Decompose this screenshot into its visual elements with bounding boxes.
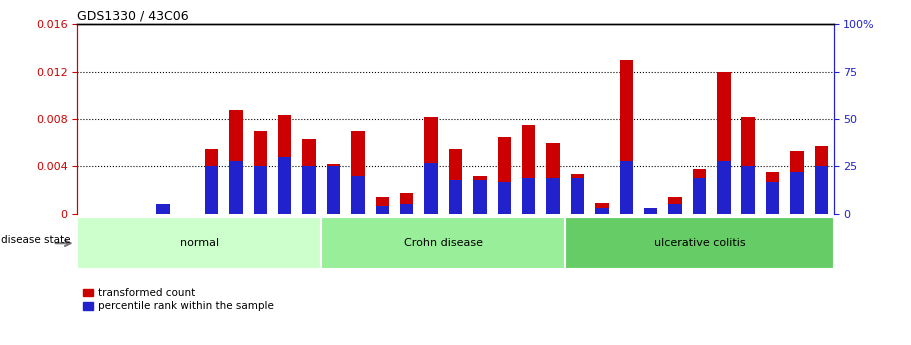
Bar xyxy=(717,71,731,214)
Bar xyxy=(644,208,658,214)
Bar xyxy=(742,117,755,214)
Text: disease state: disease state xyxy=(1,235,70,245)
Bar xyxy=(352,131,364,214)
Bar xyxy=(352,176,364,214)
Bar xyxy=(790,172,804,214)
Bar xyxy=(400,193,414,214)
Bar xyxy=(156,210,169,214)
Bar xyxy=(230,109,242,214)
Bar xyxy=(497,181,511,214)
Bar xyxy=(766,172,779,214)
Text: Crohn disease: Crohn disease xyxy=(404,238,483,248)
Bar xyxy=(692,169,706,214)
Text: ulcerative colitis: ulcerative colitis xyxy=(653,238,745,248)
Bar xyxy=(327,167,340,214)
Bar xyxy=(449,149,462,214)
Bar xyxy=(302,139,316,214)
Bar xyxy=(595,208,609,214)
Bar xyxy=(205,149,219,214)
Bar xyxy=(669,204,681,214)
Bar xyxy=(253,167,267,214)
Bar xyxy=(77,217,322,269)
Bar xyxy=(619,60,633,214)
Bar xyxy=(565,217,834,269)
Bar xyxy=(473,180,486,214)
Bar xyxy=(302,167,316,214)
Bar xyxy=(449,180,462,214)
Text: normal: normal xyxy=(179,238,219,248)
Bar xyxy=(253,131,267,214)
Bar xyxy=(230,161,242,214)
Bar xyxy=(425,117,438,214)
Bar xyxy=(156,204,169,214)
Bar xyxy=(278,116,292,214)
Bar xyxy=(425,162,438,214)
Bar xyxy=(766,181,779,214)
Bar xyxy=(619,161,633,214)
Bar xyxy=(571,174,584,214)
Bar xyxy=(547,143,559,214)
Bar xyxy=(669,197,681,214)
Bar xyxy=(595,203,609,214)
Bar xyxy=(692,178,706,214)
Bar xyxy=(497,137,511,214)
Bar xyxy=(278,157,292,214)
Bar xyxy=(790,151,804,214)
Bar xyxy=(322,217,565,269)
Bar xyxy=(473,176,486,214)
Bar xyxy=(522,125,536,214)
Bar xyxy=(571,178,584,214)
Bar xyxy=(327,164,340,214)
Bar xyxy=(644,208,658,214)
Bar xyxy=(400,204,414,214)
Bar xyxy=(814,146,828,214)
Legend: transformed count, percentile rank within the sample: transformed count, percentile rank withi… xyxy=(83,288,274,311)
Bar xyxy=(547,178,559,214)
Bar xyxy=(522,178,536,214)
Bar xyxy=(717,161,731,214)
Bar xyxy=(814,167,828,214)
Bar xyxy=(375,206,389,214)
Bar xyxy=(742,167,755,214)
Text: GDS1330 / 43C06: GDS1330 / 43C06 xyxy=(77,10,189,23)
Bar xyxy=(205,167,219,214)
Bar xyxy=(375,197,389,214)
